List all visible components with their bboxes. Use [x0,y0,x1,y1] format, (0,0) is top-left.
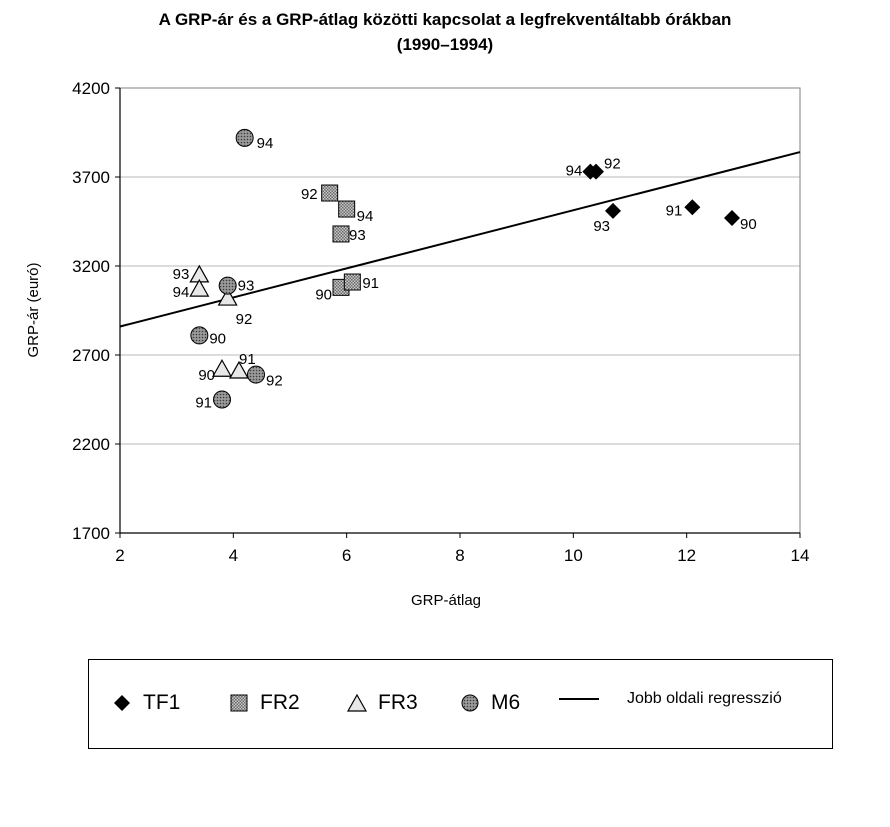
data-label: 90 [315,286,332,303]
point-m6-91 [213,390,231,409]
data-label: 92 [236,311,253,328]
triangle-icon [344,690,370,716]
y-tick-label: 2700 [72,346,110,365]
legend-label: Jobb oldali regresszió [627,690,782,707]
point-fr3-94 [189,278,210,297]
legend-item-fr3: FR3 [344,690,418,716]
y-tick-label: 4200 [72,79,110,98]
point-tf1-94 [582,163,599,180]
y-axis-title: GRP-ár (euró) [25,262,42,357]
legend-label: M6 [491,691,521,714]
point-fr2-93 [332,225,350,243]
point-fr3-91 [228,360,250,379]
data-label: 90 [209,330,226,347]
chart-legend: TF1 FR2 FR3 M6 Jobb oldali regresszió [88,659,833,749]
data-label: 91 [362,275,379,292]
y-tick-label: 3700 [72,168,110,187]
x-axis-title: GRP-átlag [411,592,481,609]
data-label: 92 [301,186,318,203]
point-fr2-92 [321,184,339,202]
scatter-chart: 1700 2200 2700 3200 3700 4200 2 4 6 8 10 12 14 90 91 9… [25,79,810,609]
y-tick-label: 3200 [72,257,110,276]
chart-subtitle: (1990–1994) [396,35,494,54]
point-m6-92 [247,365,265,384]
square-icon [226,690,252,716]
legend-item-tf1: TF1 [109,690,180,716]
data-label: 93 [238,278,255,295]
data-label: 92 [266,373,283,390]
x-tick-label: 6 [342,546,351,565]
data-label: 94 [173,284,190,301]
data-label: 90 [198,367,215,384]
x-tick-label: 4 [229,546,238,565]
data-label: 94 [566,163,583,180]
y-tick-label: 1700 [72,524,110,543]
point-m6-94 [235,128,254,147]
legend-item-regression: Jobb oldali regresszió [559,690,782,708]
data-label: 94 [357,208,374,225]
point-fr2-94 [338,200,356,218]
data-label: 93 [173,266,190,283]
data-label: 91 [239,351,256,368]
data-label: 91 [195,395,212,412]
point-fr3-90 [211,359,233,377]
circle-icon [457,690,483,716]
x-tick-label: 2 [115,546,124,565]
line-icon [559,698,599,700]
legend-item-fr2: FR2 [226,690,300,716]
x-tick-label: 10 [564,546,583,565]
regression-line [119,151,801,328]
data-label: 92 [604,156,621,173]
legend-label: FR3 [378,691,418,714]
diamond-icon [109,690,135,716]
data-label: 94 [257,135,274,152]
x-tick-label: 14 [791,546,810,565]
data-label: 91 [666,202,683,219]
point-fr2-91 [343,273,361,291]
y-tick-label: 2200 [72,435,110,454]
x-tick-label: 12 [677,546,696,565]
plot-area [119,87,801,534]
point-tf1-91 [684,199,701,216]
point-m6-90 [190,326,209,345]
data-label: 93 [593,218,610,235]
chart-title: A GRP-ár és a GRP-átlag közötti kapcsola… [158,10,732,29]
data-label: 93 [349,227,366,244]
legend-label: TF1 [143,691,181,714]
x-tick-label: 8 [455,546,464,565]
legend-item-m6: M6 [457,690,520,716]
data-label: 90 [740,216,757,233]
point-fr3-92 [217,287,238,306]
point-m6-93 [218,276,237,295]
point-tf1-93 [605,202,621,219]
point-tf1-90 [724,209,740,226]
legend-label: FR2 [260,691,300,714]
